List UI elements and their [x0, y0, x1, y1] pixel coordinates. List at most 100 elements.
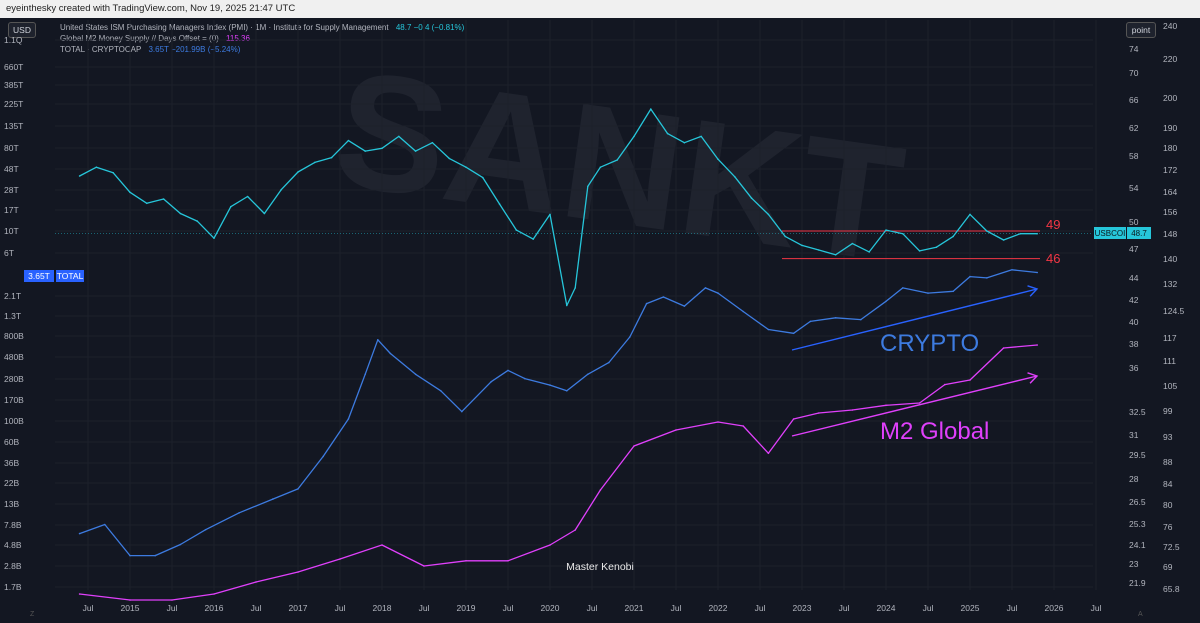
- m2-line-point: [423, 565, 425, 567]
- m2-tick-label: 190: [1163, 123, 1177, 133]
- legend-label-pmi: United States ISM Purchasing Managers In…: [60, 23, 389, 32]
- level-high-label: 49: [1046, 217, 1060, 232]
- left-tick-label: 660T: [4, 62, 23, 72]
- chart-legend: United States ISM Purchasing Managers In…: [60, 22, 464, 55]
- scale-mode-button[interactable]: point: [1126, 22, 1156, 38]
- pmi-line-point: [398, 135, 400, 138]
- pmi-line-point: [347, 139, 350, 142]
- pmi-line-point: [599, 166, 602, 168]
- pmi-tick-label: 38: [1129, 339, 1139, 349]
- pmi-line-point: [230, 205, 232, 208]
- pmi-tick-label: 66: [1129, 95, 1139, 105]
- pmi-line-point: [364, 150, 367, 152]
- m2-line-point: [381, 544, 383, 546]
- timezone-icon[interactable]: Z: [30, 611, 35, 618]
- m2-line-point: [742, 425, 744, 427]
- pmi-line-point: [750, 197, 753, 199]
- pmi-line-point: [683, 141, 686, 144]
- pmi-line-point: [767, 213, 770, 216]
- attribution-bar: eyeinthesky created with TradingView.com…: [0, 0, 1200, 18]
- pmi-line-point: [330, 156, 333, 159]
- currency-button[interactable]: USD: [8, 22, 36, 38]
- m2-line-point: [633, 445, 635, 447]
- left-tick-label: 48T: [4, 164, 19, 174]
- pmi-line-point: [1019, 232, 1022, 235]
- pmi-line-point: [918, 250, 921, 252]
- x-tick-label: 2018: [373, 603, 392, 613]
- crypto-line-point: [969, 275, 971, 278]
- pmi-line-point: [902, 232, 904, 235]
- legend-row-pmi[interactable]: United States ISM Purchasing Managers In…: [60, 22, 464, 33]
- right-pmi-axis[interactable]: 74 70 66 62 58 54 50 47 44 42 40 38 36 32.5 31 29.5 28 26…: [1129, 44, 1146, 588]
- m2-line-point: [1002, 347, 1005, 349]
- crypto-line-point: [587, 373, 589, 376]
- m2-line-point: [129, 599, 131, 601]
- time-axis[interactable]: Jul 2015 Jul 2016 Jul 2017 Jul 2018 Jul 2019 Jul 20…: [83, 603, 1102, 613]
- m2-line-point: [171, 599, 173, 601]
- m2-line-point: [767, 452, 770, 455]
- m2-tick-label: 172: [1163, 165, 1177, 175]
- m2-line-point: [339, 558, 341, 560]
- pmi-tick-label: 62: [1129, 123, 1139, 133]
- pmi-line-point: [717, 158, 719, 160]
- crypto-line-point: [179, 543, 182, 546]
- crypto-line-point: [297, 488, 299, 490]
- pmi-line-point: [549, 213, 551, 216]
- crypto-line-point: [364, 373, 367, 376]
- chart-grid: [55, 20, 1097, 590]
- m2-tick-label: 240: [1163, 21, 1177, 31]
- m2-line-point: [918, 402, 921, 404]
- pmi-line-point: [616, 159, 618, 161]
- pmi-line-point: [112, 172, 114, 174]
- crypto-line-point: [608, 361, 610, 364]
- pmi-line-point: [851, 242, 854, 245]
- pmi-line-point: [515, 229, 518, 231]
- crypto-annotation: CRYPTO: [880, 330, 979, 357]
- pmi-line-point: [414, 150, 417, 152]
- crypto-value-tag: [24, 270, 54, 282]
- horizontal-levels: [55, 230, 1093, 260]
- pmi-line-point: [935, 246, 938, 248]
- pmi-line-point: [801, 244, 803, 247]
- m2-trend-arrow-head: [1027, 372, 1039, 384]
- left-tick-label: 6T: [4, 248, 14, 258]
- crypto-line-point: [834, 317, 837, 319]
- crypto-line-point: [704, 287, 707, 289]
- crypto-line-point: [986, 277, 988, 279]
- right-m2-axis[interactable]: 240 220 200 190 180 172 164 156 148 140 132 124.5 11…: [1163, 21, 1185, 594]
- pmi-line-point: [986, 230, 988, 232]
- pmi-value-tag-text: 48.7: [1131, 229, 1147, 238]
- m2-line-point: [969, 379, 971, 381]
- crypto-line-point: [662, 296, 665, 298]
- x-tick-label: 2017: [289, 603, 308, 613]
- crypto-line-point: [629, 336, 631, 338]
- m2-tick-label: 76: [1163, 522, 1173, 532]
- legend-row-m2[interactable]: Global M2 Money Supply // Days Offset = …: [60, 33, 464, 44]
- pmi-line-point: [633, 135, 635, 138]
- pmi-line-point: [734, 176, 736, 178]
- chart-canvas[interactable]: SANKT 1.1Q 660T 385T 225T 135T 80T 48T 28T 17T 10…: [0, 18, 1200, 623]
- x-tick-label: Jul: [419, 603, 430, 613]
- left-tick-label: 1.3T: [4, 311, 21, 321]
- m2-tick-label: 88: [1163, 457, 1173, 467]
- crypto-line-point: [490, 380, 493, 383]
- crypto-line-point: [347, 418, 350, 420]
- auto-scale-icon[interactable]: A: [1138, 611, 1143, 618]
- pmi-line-point: [834, 254, 837, 256]
- legend-row-crypto[interactable]: TOTAL · CRYPTOCAP 3.65T −201.99B (−5.24%…: [60, 44, 464, 55]
- x-tick-label: 2021: [625, 603, 644, 613]
- left-tick-label: 280B: [4, 374, 24, 384]
- x-tick-label: 2025: [961, 603, 980, 613]
- x-tick-label: Jul: [1091, 603, 1102, 613]
- crypto-line-point: [717, 292, 719, 294]
- legend-label-m2: Global M2 Money Supply // Days Offset = …: [60, 34, 219, 43]
- x-tick-label: Jul: [755, 603, 766, 613]
- pmi-symbol-tag: [1094, 227, 1126, 239]
- crypto-line-point: [377, 339, 379, 341]
- m2-line-point: [465, 560, 467, 562]
- m2-tick-label: 80: [1163, 500, 1173, 510]
- crypto-line-point: [549, 384, 551, 386]
- left-price-axis[interactable]: 1.1Q 660T 385T 225T 135T 80T 48T 28T 17T 10T 6T 2.1…: [4, 35, 24, 592]
- pmi-tick-label: 54: [1129, 183, 1139, 193]
- watermark-text: SANKT: [325, 35, 913, 296]
